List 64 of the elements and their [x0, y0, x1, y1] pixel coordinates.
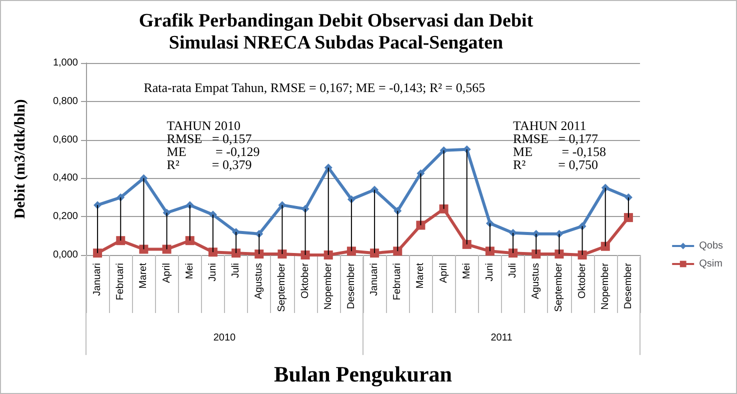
point	[254, 250, 264, 259]
chart-title: Grafik Perbandingan Debit Observasi dan Debit Simulasi NRECA Subdas Pacal-Sengaten	[138, 10, 534, 54]
legend-label: Qobs	[699, 240, 724, 252]
point	[370, 248, 380, 258]
x-tick-label: Januari	[92, 263, 104, 296]
text: 2011	[490, 332, 513, 344]
point	[139, 244, 148, 254]
x-tick-label: Desember	[346, 262, 357, 310]
y-tick-label: 0,800	[52, 96, 78, 107]
point	[554, 250, 564, 259]
point	[93, 248, 102, 258]
y-tick-label: 0,200	[52, 211, 78, 222]
x-axis-title: Bulan Pengukuran	[274, 362, 452, 386]
point	[532, 250, 541, 259]
point	[439, 204, 448, 214]
x-tick-label: Oktober	[576, 262, 588, 299]
legend-label: Qsim	[699, 258, 722, 270]
point	[508, 248, 518, 258]
x-tick-label: Oktober	[300, 262, 311, 299]
y-tick-label: 0,400	[52, 172, 78, 184]
x-tick-label: Mei	[461, 263, 472, 280]
point	[600, 242, 610, 251]
x-tick-label: Maret	[138, 262, 150, 289]
y-tick-label: 0,600	[52, 134, 78, 146]
x-tick-label: April	[161, 263, 172, 284]
point	[162, 244, 172, 254]
point	[624, 213, 633, 222]
point	[416, 220, 426, 230]
point	[485, 246, 494, 256]
point	[185, 236, 194, 246]
x-tick-label: Februari	[392, 263, 404, 300]
annotation: Rata-rata Empat Tahun, RMSE = 0,167; ME = -0,143; R² = 0,565	[144, 80, 486, 95]
x-tick-label: Februari	[115, 263, 126, 300]
point	[578, 250, 587, 260]
x-tick-label: Januari	[369, 263, 380, 296]
point	[208, 248, 218, 257]
x-tick-label: Mei	[184, 263, 196, 280]
y-axis-title: Debit (m3/dtk/bln)	[12, 99, 28, 219]
y-tick-label: 0,000	[52, 250, 78, 260]
x-tick-label: Juni	[484, 263, 496, 282]
x-tick-label: Agustus	[530, 263, 542, 300]
x-tick-label: Maret	[415, 262, 426, 289]
x-tick-label: Agustus	[254, 263, 265, 300]
point	[116, 236, 126, 246]
point	[346, 246, 356, 256]
point	[393, 246, 402, 256]
x-tick-label: Nopember	[322, 262, 334, 310]
x-tick-label: Juli	[508, 263, 519, 278]
annotation: TAHUN 2010 RMSE = 0,157 ME = -0,129 R² = 0,379	[166, 118, 260, 172]
point	[324, 250, 333, 260]
x-tick-label: Desember	[622, 262, 634, 310]
point	[278, 250, 287, 259]
x-tick-label: Juni	[207, 263, 218, 282]
x-tick-label: Juli	[230, 263, 242, 278]
x-tick-label: September	[554, 262, 565, 312]
point	[232, 248, 241, 258]
point	[462, 240, 472, 249]
text: 2010	[213, 332, 236, 344]
point	[300, 250, 310, 260]
y-tick-label: 1,000	[52, 58, 78, 68]
x-tick-label: September	[276, 262, 288, 312]
x-tick-label: April	[438, 263, 450, 284]
x-tick-label: Nopember	[600, 262, 611, 310]
annotation: TAHUN 2011 RMSE = 0,177 ME = -0,158 R² = 0,750	[513, 118, 606, 172]
